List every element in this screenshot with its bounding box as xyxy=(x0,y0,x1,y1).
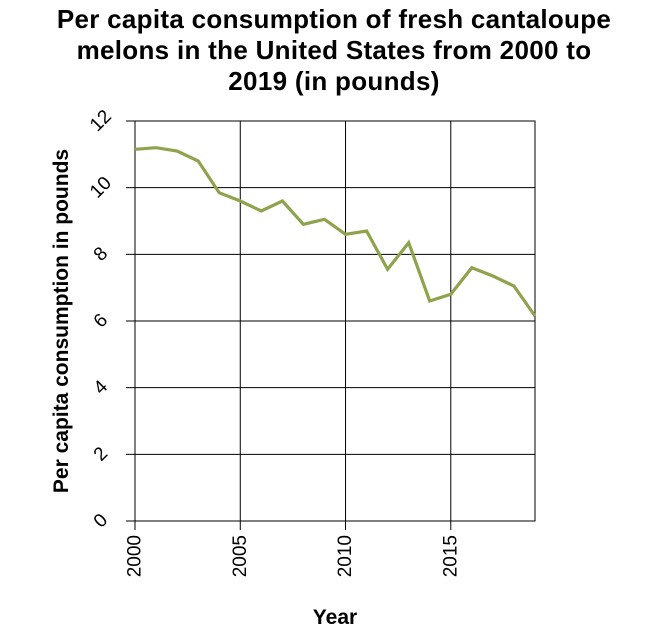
x-axis-label: Year xyxy=(313,606,357,629)
y-axis-ticks: 0 2 4 6 8 10 12 xyxy=(86,106,135,532)
chart-title: Per capita consumption of fresh cantalou… xyxy=(0,4,668,97)
chart-title-line-3: 2019 (in pounds) xyxy=(228,66,440,96)
x-axis-ticks: 2000 2005 2010 2015 xyxy=(125,521,461,577)
y-tick-label: 6 xyxy=(90,310,112,332)
y-tick-label: 12 xyxy=(86,106,116,136)
x-tick-label: 2010 xyxy=(335,535,356,577)
y-tick-label: 8 xyxy=(90,243,112,265)
x-tick-label: 2005 xyxy=(230,535,251,577)
x-tick-label: 2015 xyxy=(440,535,461,577)
y-tick-label: 10 xyxy=(86,173,116,203)
y-tick-label: 0 xyxy=(90,510,112,532)
y-axis-label: Per capita consumption in pounds xyxy=(50,149,73,493)
y-tick-label: 4 xyxy=(90,376,113,399)
x-tick-label: 2000 xyxy=(125,535,146,577)
y-tick-label: 2 xyxy=(90,443,112,465)
grid-lines xyxy=(134,120,535,522)
chart-title-line-2: melons in the United States from 2000 to xyxy=(76,35,592,65)
series-layer xyxy=(134,146,537,317)
series-line-0 xyxy=(134,146,537,317)
chart-title-line-1: Per capita consumption of fresh cantalou… xyxy=(56,4,612,34)
